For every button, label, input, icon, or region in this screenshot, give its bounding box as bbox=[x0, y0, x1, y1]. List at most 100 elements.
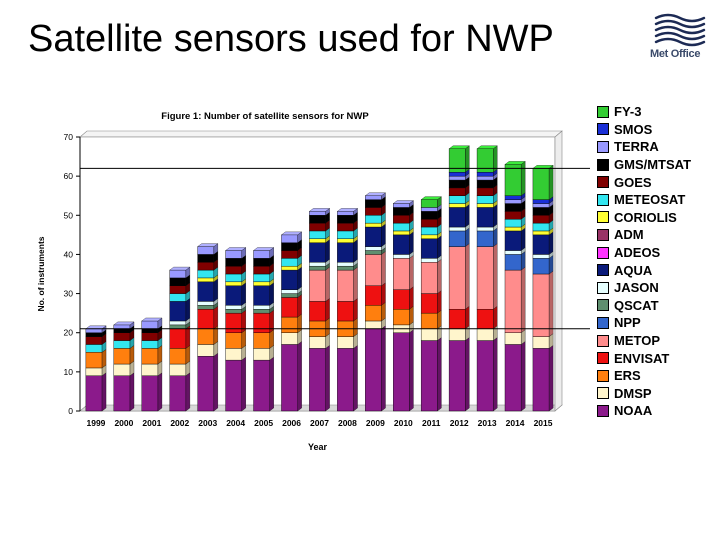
x-tick-label: 2000 bbox=[114, 418, 133, 428]
bar-segment-qscat bbox=[253, 309, 270, 314]
bar-segment-coriolis bbox=[365, 222, 382, 228]
bar-segment-coriolis bbox=[504, 226, 522, 232]
bar-segment-envisat bbox=[448, 309, 466, 330]
bar-segment-goes bbox=[504, 211, 522, 220]
bar-segment-npp bbox=[448, 230, 466, 247]
bar-segment-qscat bbox=[281, 293, 298, 298]
bar-segment-qscat bbox=[225, 309, 242, 314]
y-tick-label: 60 bbox=[64, 171, 74, 181]
bar-segment-coriolis bbox=[225, 281, 242, 286]
bar-segment-envisat bbox=[393, 289, 410, 310]
bar-segment-metop bbox=[532, 273, 550, 337]
bar-segment-terra bbox=[253, 250, 270, 259]
bar-segment-side bbox=[157, 345, 163, 365]
bar-segment-noaa bbox=[504, 344, 522, 412]
bar-segment-side bbox=[325, 345, 330, 412]
bar-segment-side bbox=[269, 329, 274, 349]
bar-segment-ers bbox=[420, 312, 438, 329]
legend-label: GOES bbox=[614, 174, 652, 190]
bar-segment-side bbox=[493, 204, 498, 228]
bar-segment-side bbox=[241, 329, 246, 349]
legend-item: ADM bbox=[597, 226, 715, 244]
bar-segment-meteosat bbox=[365, 215, 382, 224]
bar-segment-envisat bbox=[197, 309, 215, 330]
bar-segment-gms-mtsat bbox=[85, 332, 103, 337]
bar-segment-side bbox=[437, 309, 442, 330]
legend-swatch bbox=[597, 264, 609, 277]
bar-segment-metop bbox=[365, 254, 382, 286]
chart-panel: Figure 1: Number of satellite sensors fo… bbox=[30, 95, 590, 465]
bar-segment-gms-mtsat bbox=[113, 328, 131, 333]
bar-segment-terra bbox=[85, 328, 103, 333]
bar-segment-noaa bbox=[365, 328, 382, 412]
bar-segment-jason bbox=[281, 289, 298, 294]
bar-segment-side bbox=[381, 223, 386, 247]
bar-segment-goes bbox=[169, 285, 187, 294]
legend-swatch bbox=[597, 316, 609, 329]
bar-segment-aqua bbox=[532, 234, 550, 255]
bar-segment-envisat bbox=[225, 312, 242, 333]
bar-segment-dmsp bbox=[85, 367, 103, 376]
bar-segment-side bbox=[241, 356, 246, 412]
legend-label: ADEOS bbox=[614, 245, 661, 261]
bar-segment-dmsp bbox=[337, 336, 354, 349]
bar-segment-noaa bbox=[253, 359, 270, 412]
bar-segment-noaa bbox=[281, 344, 298, 412]
bar-segment-terra bbox=[393, 203, 410, 208]
legend-label: TERRA bbox=[614, 139, 659, 155]
bar-segment-ers bbox=[225, 332, 242, 349]
bar-segment-envisat bbox=[476, 309, 494, 330]
x-tick-label: 2002 bbox=[170, 418, 189, 428]
bar-segment-npp bbox=[476, 230, 494, 247]
bar-segment-side bbox=[493, 227, 498, 247]
bar-segment-side bbox=[157, 372, 163, 412]
bar-segment-meteosat bbox=[225, 273, 242, 283]
legend-item: AQUA bbox=[597, 261, 715, 279]
bar-top bbox=[420, 196, 442, 200]
bar-segment-aqua bbox=[309, 242, 326, 263]
bar-segment-meteosat bbox=[504, 218, 522, 228]
legend-item: NPP bbox=[597, 314, 715, 332]
bar-segment-fy-3 bbox=[504, 164, 522, 196]
bar-segment-side bbox=[297, 294, 302, 318]
bar-top bbox=[476, 145, 498, 149]
bar-top bbox=[197, 243, 219, 247]
bar-segment-side bbox=[353, 345, 358, 412]
bar-segment-goes bbox=[309, 222, 326, 232]
bar-segment-side bbox=[353, 298, 358, 322]
bar-segment-side bbox=[325, 317, 330, 337]
legend-item: ENVISAT bbox=[597, 349, 715, 367]
bar-top bbox=[141, 317, 163, 322]
y-tick-label: 10 bbox=[64, 367, 74, 377]
bar-top bbox=[308, 208, 331, 212]
bar-segment-jason bbox=[532, 254, 550, 259]
x-tick-label: 1999 bbox=[87, 418, 106, 428]
bar-segment-meteosat bbox=[281, 258, 298, 267]
bar-segment-terra bbox=[504, 199, 522, 204]
legend-item: TERRA bbox=[597, 138, 715, 156]
bar-segment-meteosat bbox=[85, 344, 103, 353]
bar-segment-side bbox=[241, 309, 246, 334]
bar-segment-ers bbox=[281, 316, 298, 333]
bar-segment-dmsp bbox=[476, 328, 494, 341]
bar-segment-side bbox=[101, 372, 107, 412]
bar-segment-terra bbox=[476, 175, 494, 181]
bar-segment-side bbox=[437, 258, 442, 294]
bar-segment-goes bbox=[448, 187, 466, 196]
y-tick-label: 30 bbox=[64, 289, 74, 299]
legend-swatch bbox=[597, 334, 609, 347]
legend-label: METEOSAT bbox=[614, 192, 686, 208]
bar-segment-gms-mtsat bbox=[420, 211, 438, 220]
legend-label: ERS bbox=[614, 368, 641, 384]
bar-segment-meteosat bbox=[309, 230, 326, 239]
bar-segment-noaa bbox=[393, 332, 410, 412]
bar-segment-side bbox=[297, 266, 302, 290]
bar-segment-jason bbox=[197, 301, 215, 306]
bar-segment-side bbox=[185, 372, 191, 412]
bar-segment-goes bbox=[85, 336, 103, 345]
bar-segment-side bbox=[297, 341, 302, 412]
bar-segment-meteosat bbox=[337, 230, 354, 239]
legend-label: QSCAT bbox=[614, 297, 659, 313]
bar-segment-npp bbox=[504, 254, 522, 271]
legend-label: NPP bbox=[614, 315, 641, 331]
